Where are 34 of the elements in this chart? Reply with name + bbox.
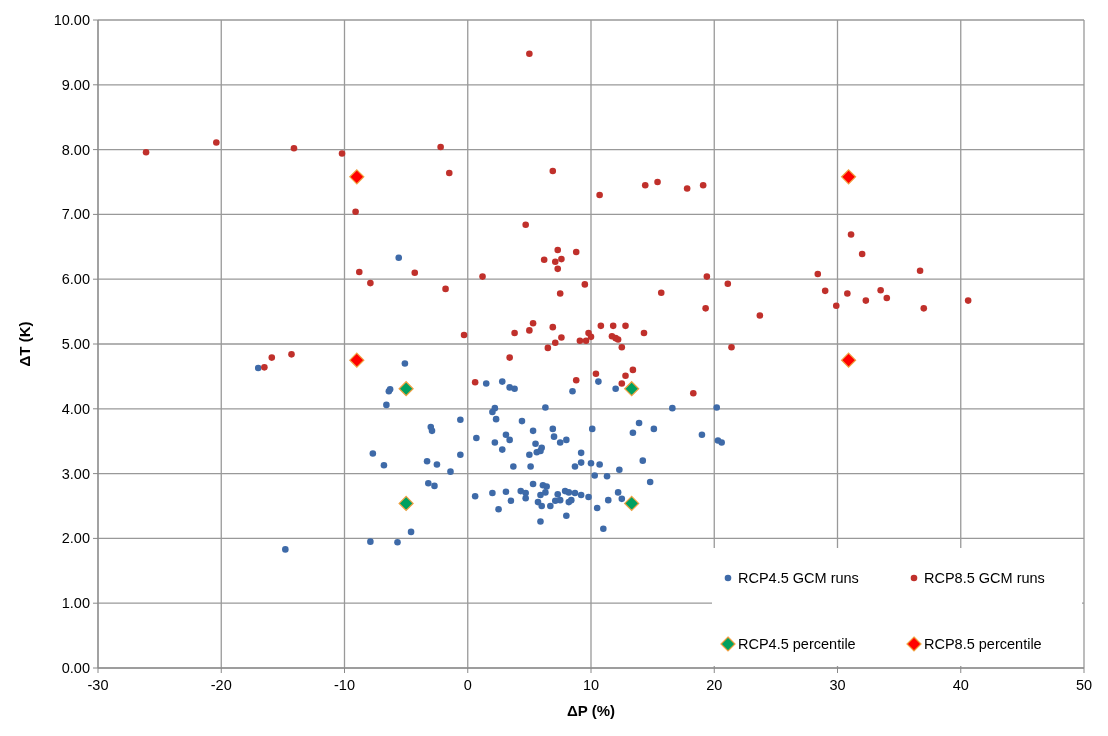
x-tick-label: 30	[829, 677, 846, 693]
x-tick-label: 40	[952, 677, 969, 693]
point	[840, 352, 857, 368]
point	[349, 352, 365, 368]
x-axis-title: ΔP (%)	[566, 702, 616, 719]
y-tick-label: 7.00	[61, 206, 90, 223]
point	[624, 495, 640, 512]
x-tick-label: 20	[706, 677, 723, 693]
x-tick-label: 10	[582, 677, 600, 693]
legend-label: RCP8.5 percentile	[924, 636, 1042, 652]
x-tick-label: -20	[210, 677, 232, 693]
point	[349, 169, 365, 185]
legend-label: RCP8.5 GCM runs	[924, 570, 1045, 586]
x-tick-label: -30	[87, 677, 109, 693]
legend-label: RCP4.5 percentile	[738, 636, 856, 652]
y-tick-label: 1.00	[61, 595, 90, 612]
y-tick-label: 10.00	[53, 12, 90, 29]
x-tick-label: 0	[463, 677, 472, 693]
y-tick-label: 3.00	[61, 465, 90, 482]
legend-label: RCP4.5 GCM runs	[738, 570, 859, 586]
y-axis-title: ΔT (K)	[16, 321, 33, 367]
y-tick-label: 2.00	[61, 530, 90, 547]
point	[840, 169, 857, 185]
y-tick-label: 9.00	[61, 76, 90, 93]
y-tick-label: 0.00	[61, 660, 90, 677]
y-tick-label: 4.00	[61, 400, 90, 417]
x-tick-label: 50	[1075, 677, 1093, 693]
y-tick-label: 6.00	[61, 271, 90, 288]
point	[398, 495, 414, 512]
point	[624, 381, 640, 397]
y-tick-label: 8.00	[61, 141, 90, 158]
x-tick-label: -10	[334, 677, 355, 693]
y-tick-label: 5.00	[61, 336, 90, 353]
point	[398, 381, 414, 397]
